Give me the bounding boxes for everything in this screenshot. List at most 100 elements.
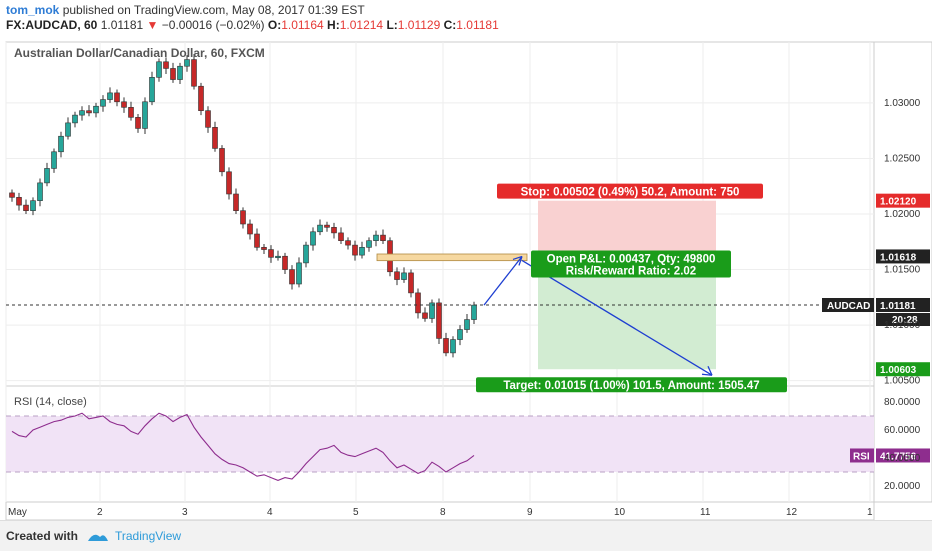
candle-body	[471, 304, 477, 320]
candle-body	[156, 61, 162, 78]
rsi-title: RSI (14, close)	[14, 396, 87, 408]
stop-price-tag-bg	[876, 193, 930, 208]
candle-body	[289, 269, 295, 285]
candle-body	[100, 99, 106, 107]
candle-body	[128, 107, 134, 118]
candle-body	[457, 329, 463, 340]
chart-title: Australian Dollar/Canadian Dollar, 60, F…	[14, 46, 265, 60]
entry-price-tag-bg	[876, 249, 930, 264]
time-scale[interactable]	[5, 501, 875, 520]
candle-body	[275, 255, 281, 259]
candle-body	[324, 224, 330, 228]
candle-body	[268, 249, 274, 258]
candle-body	[226, 171, 232, 195]
candle-body	[72, 114, 78, 124]
target-price-tag-bg	[876, 362, 930, 377]
candle-body	[429, 302, 435, 319]
candle-body	[394, 271, 400, 280]
candle-body	[296, 262, 302, 285]
price-tick-label: 1.00500	[884, 376, 921, 387]
publish-line: tom_mok published on TradingView.com, Ma…	[6, 3, 365, 17]
rsi-tag-bg	[850, 448, 874, 463]
candle-body	[191, 59, 197, 87]
candle-body	[303, 244, 309, 264]
quote-line: FX:AUDCAD, 60 1.01181 ▼ −0.00016 (−0.02%…	[6, 18, 499, 32]
candle-body	[51, 151, 57, 169]
candle-body	[240, 210, 246, 225]
candle-body	[93, 105, 99, 114]
down-arrow-icon: ▼	[146, 18, 159, 32]
arrow-head-icon	[512, 255, 523, 266]
time-tick-label: 2	[97, 507, 103, 518]
high-value: 1.01214	[339, 18, 384, 32]
tradingview-logo-icon[interactable]	[86, 529, 110, 543]
candle-body	[30, 200, 36, 211]
chart-canvas[interactable]: Stop: 0.00502 (0.49%) 50.2, Amount: 750 O…	[0, 36, 932, 520]
candle-body	[163, 61, 169, 69]
candle-body	[142, 101, 148, 129]
candlesticks	[9, 54, 477, 358]
drawings[interactable]: Stop: 0.00502 (0.49%) 50.2, Amount: 750 O…	[6, 183, 930, 393]
axes: 1.03000 1.02500 1.02000 1.01500 1.01000 1.005…	[8, 98, 921, 518]
candle-body	[331, 227, 337, 234]
price-scale[interactable]	[873, 41, 932, 503]
candle-body	[352, 244, 358, 256]
rsi-value: 41.7756	[880, 451, 917, 462]
time-tick-label: 11	[700, 507, 711, 518]
price-tick-label: 1.01000	[884, 320, 921, 331]
candle-body	[422, 312, 428, 319]
candle-body	[65, 122, 71, 137]
rsi-indicator: RSI 41.7756	[6, 412, 930, 481]
pnl-label-bg	[531, 250, 731, 278]
tradingview-link[interactable]: TradingView	[115, 529, 182, 543]
resistance-box	[376, 253, 528, 262]
low-value: 1.01129	[397, 18, 441, 32]
publish-info: published on TradingView.com, May 08, 20…	[62, 3, 365, 17]
stop-price-tag: 1.02120	[880, 197, 917, 208]
time-tick-label: 3	[182, 507, 188, 518]
open-value: 1.01164	[281, 18, 324, 32]
candle-body	[23, 204, 29, 211]
candle-body	[86, 110, 92, 114]
candle-body	[345, 240, 351, 246]
candle-body	[149, 77, 155, 103]
time-tick-label: 10	[614, 507, 626, 518]
time-tick-label: 8	[440, 507, 446, 518]
author-link[interactable]: tom_mok	[6, 3, 60, 17]
candle-body	[380, 234, 386, 241]
rsi-band	[6, 416, 874, 472]
rsi-line	[11, 412, 475, 481]
price-tick-label: 1.01500	[884, 265, 921, 276]
candle-body	[443, 338, 449, 354]
candle-body	[16, 197, 22, 206]
rsi-value-bg	[876, 448, 930, 463]
rsi-tag: RSI	[853, 451, 870, 462]
candle-body	[58, 135, 64, 153]
candle-body	[408, 272, 414, 294]
candle-body	[282, 255, 288, 270]
time-tick-label: 12	[786, 507, 798, 518]
candle-body	[219, 148, 225, 173]
countdown-bg	[876, 313, 930, 326]
chart-header: tom_mok published on TradingView.com, Ma…	[0, 0, 932, 36]
entry-price-tag: 1.01618	[880, 252, 917, 263]
candle-body	[9, 192, 15, 198]
candle-body	[212, 127, 218, 149]
current-price-tag-bg	[876, 298, 930, 312]
candle-body	[170, 68, 176, 80]
close-value: 1.01181	[456, 18, 499, 32]
candle-body	[464, 319, 470, 330]
time-tick-label: 1	[867, 507, 873, 518]
rsi-tick-label: 80.0000	[884, 397, 921, 408]
candle-body	[254, 233, 260, 248]
symbol-label: FX:AUDCAD, 60	[6, 18, 98, 32]
candle-body	[107, 92, 113, 100]
position-zones	[538, 200, 716, 370]
pnl-label-text: Open P&L: 0.00437, Qty: 49800	[547, 253, 716, 265]
candle-body	[205, 110, 211, 128]
price-change: −0.00016 (−0.02%)	[161, 18, 265, 32]
candle-body	[436, 302, 442, 339]
countdown-label: 20:28	[892, 315, 918, 326]
target-price-tag: 1.00603	[880, 365, 917, 376]
time-tick-label: May	[8, 507, 27, 518]
